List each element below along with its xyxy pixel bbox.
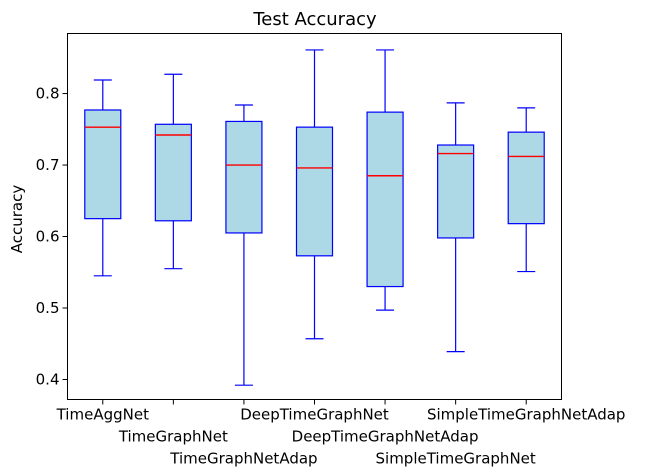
y-tick-label: 0.4	[36, 370, 60, 388]
x-tick-label: DeepTimeGraphNet	[240, 406, 389, 424]
y-tick-label: 0.8	[36, 85, 60, 103]
x-tick-label: SimpleTimeGraphNet	[376, 450, 536, 468]
iqr-box	[295, 126, 334, 257]
y-axis-label: Accuracy	[8, 185, 26, 254]
iqr-box	[154, 123, 192, 222]
y-tick-label: 0.5	[36, 299, 60, 317]
x-tick-label: TimeGraphNet	[118, 428, 228, 446]
x-tick-label: DeepTimeGraphNetAdap	[292, 428, 479, 446]
iqr-box	[437, 144, 475, 239]
iqr-box	[507, 131, 545, 225]
iqr-box	[225, 120, 263, 234]
y-tick-label: 0.7	[36, 156, 60, 174]
y-tick-label: 0.6	[36, 228, 60, 246]
x-tick-label: TimeGraphNetAdap	[169, 450, 317, 468]
x-tick-label: TimeAggNet	[56, 406, 149, 424]
plot-frame	[67, 33, 562, 400]
chart-title: Test Accuracy	[252, 9, 377, 30]
iqr-box	[366, 111, 404, 288]
x-tick-label: SimpleTimeGraphNetAdap	[427, 406, 626, 424]
iqr-box	[84, 109, 122, 220]
